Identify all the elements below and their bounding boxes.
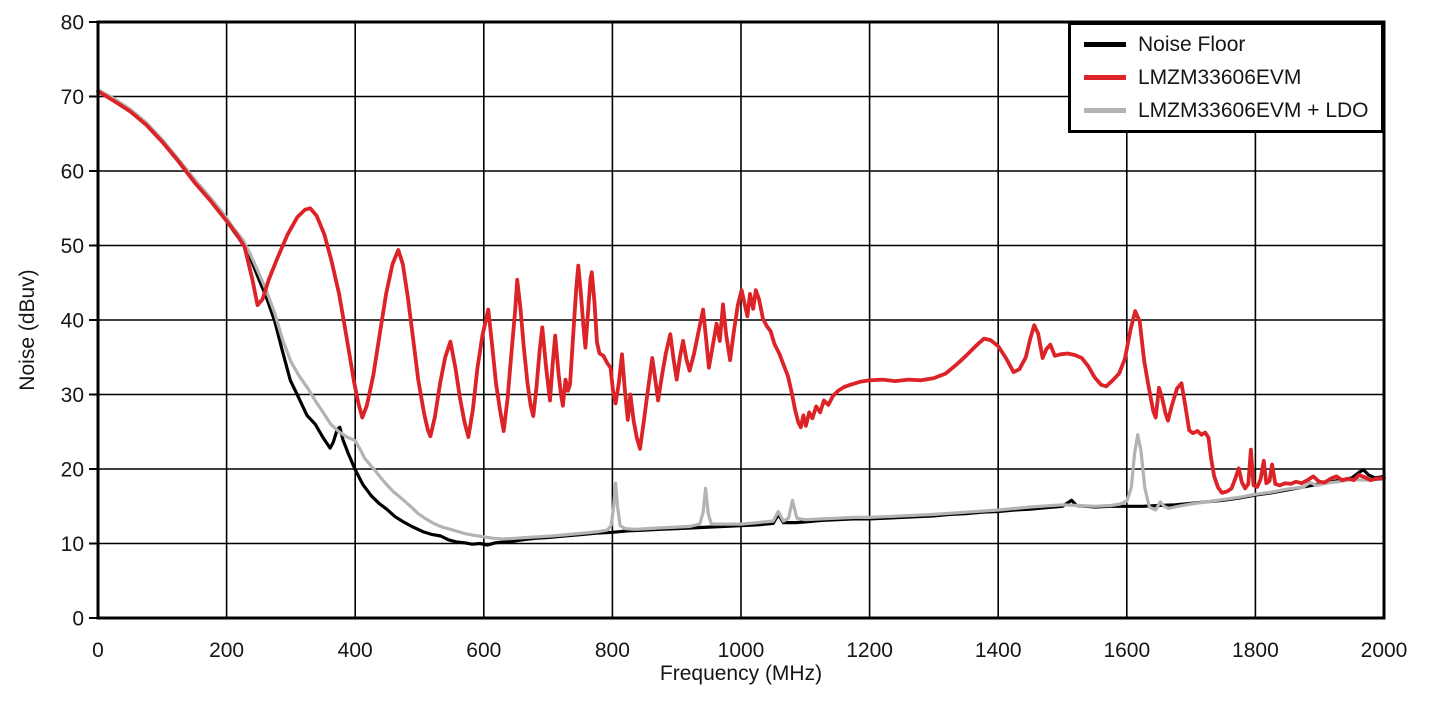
plot-border (96, 20, 1386, 620)
y-tick-label: 20 (61, 459, 84, 482)
legend-label: LMZM33606EVM (1138, 66, 1302, 89)
legend-line-swatch-noise-floor (1084, 42, 1126, 47)
y-tick-label: 30 (61, 384, 84, 407)
x-tick-label: 800 (595, 639, 630, 662)
legend-item-lmzm33606evm-ldo: LMZM33606EVM + LDO (1084, 98, 1381, 124)
x-tick-label: 600 (466, 639, 501, 662)
y-tick-label: 0 (72, 608, 84, 631)
x-tick-label: 400 (338, 639, 373, 662)
y-tick-label: 80 (61, 12, 84, 35)
y-tick-label: 70 (61, 86, 84, 109)
x-tick-label: 1800 (1232, 639, 1279, 662)
legend-line-swatch-lmzm33606evm (1084, 75, 1126, 80)
x-tick-label: 0 (92, 639, 104, 662)
y-tick-label: 50 (61, 235, 84, 258)
series-line-lmzm33606evm-ldo (96, 88, 1386, 541)
y-tick-label: 60 (61, 161, 84, 184)
y-tick-label: 40 (61, 310, 84, 333)
x-tick-label: 1600 (1103, 639, 1150, 662)
series-line-lmzm33606evm (96, 89, 1386, 495)
legend: Noise Floor LMZM33606EVM LMZM33606EVM + … (1068, 22, 1384, 133)
x-tick-label: 200 (209, 639, 244, 662)
x-tick-label: 2000 (1361, 639, 1408, 662)
x-tick-label: 1200 (846, 639, 893, 662)
y-tick-label: 10 (61, 533, 84, 556)
x-tick-label: 1400 (975, 639, 1022, 662)
legend-label: Noise Floor (1138, 33, 1246, 56)
legend-item-noise-floor: Noise Floor (1084, 32, 1381, 58)
legend-item-lmzm33606evm: LMZM33606EVM (1084, 65, 1381, 91)
legend-label: LMZM33606EVM + LDO (1138, 99, 1369, 122)
legend-line-swatch-lmzm33606evm-ldo (1084, 108, 1126, 113)
series-line-noise-floor (96, 89, 1386, 547)
x-tick-label: 1000 (718, 639, 765, 662)
x-axis-title: Frequency (MHz) (659, 662, 823, 685)
y-axis-title: Noise (dBuv) (16, 269, 39, 391)
